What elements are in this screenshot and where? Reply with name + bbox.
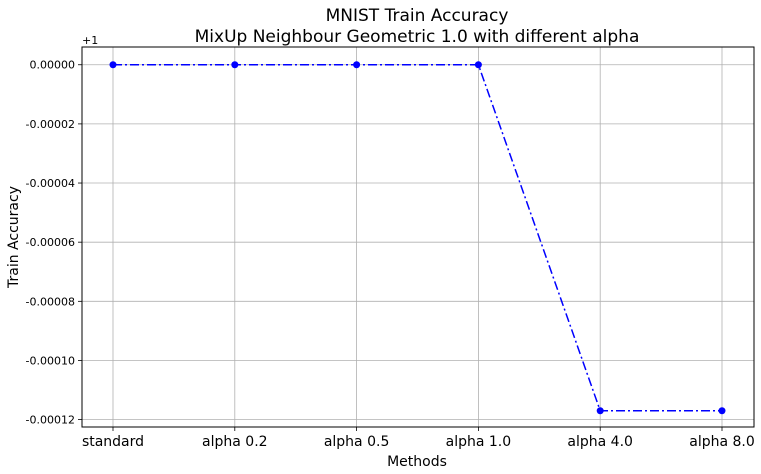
series-line — [113, 63, 722, 412]
data-point — [353, 61, 361, 69]
y-offset-label: +1 — [82, 34, 98, 47]
x-tick-label: alpha 4.0 — [567, 434, 633, 450]
x-tick-label: alpha 1.0 — [446, 434, 512, 450]
data-point — [596, 407, 604, 415]
y-tick-label: -0.00006 — [26, 236, 75, 249]
data-point — [109, 61, 117, 69]
plot-frame — [81, 46, 755, 428]
x-tick-label: standard — [82, 434, 144, 450]
y-tick-label: 0.00000 — [30, 59, 76, 72]
grid — [82, 47, 754, 427]
series-layer — [109, 61, 726, 415]
y-tick-label: -0.00002 — [26, 118, 75, 131]
y-axis: 0.00000 -0.00002 -0.00004 -0.00006 -0.00008 -… — [26, 59, 82, 427]
x-tick-label: alpha 8.0 — [689, 434, 755, 450]
x-tick-label: alpha 0.2 — [202, 434, 268, 450]
chart-subtitle: MixUp Neighbour Geometric 1.0 with diffe… — [195, 27, 640, 47]
x-axis-label: Methods — [387, 454, 447, 470]
x-axis: standard alpha 0.2 alpha 0.5 alpha 1.0 alpha… — [82, 427, 755, 450]
y-tick-label: -0.00012 — [26, 414, 75, 427]
chart-title: MNIST Train Accuracy — [326, 6, 509, 26]
y-axis-label: Train Accuracy — [6, 186, 22, 289]
y-tick-label: -0.00010 — [26, 354, 75, 367]
data-point — [474, 61, 482, 69]
y-tick-label: -0.00004 — [26, 177, 75, 190]
data-point — [231, 61, 239, 69]
data-point — [718, 407, 726, 415]
y-tick-label: -0.00008 — [26, 295, 75, 308]
x-tick-label: alpha 0.5 — [324, 434, 390, 450]
